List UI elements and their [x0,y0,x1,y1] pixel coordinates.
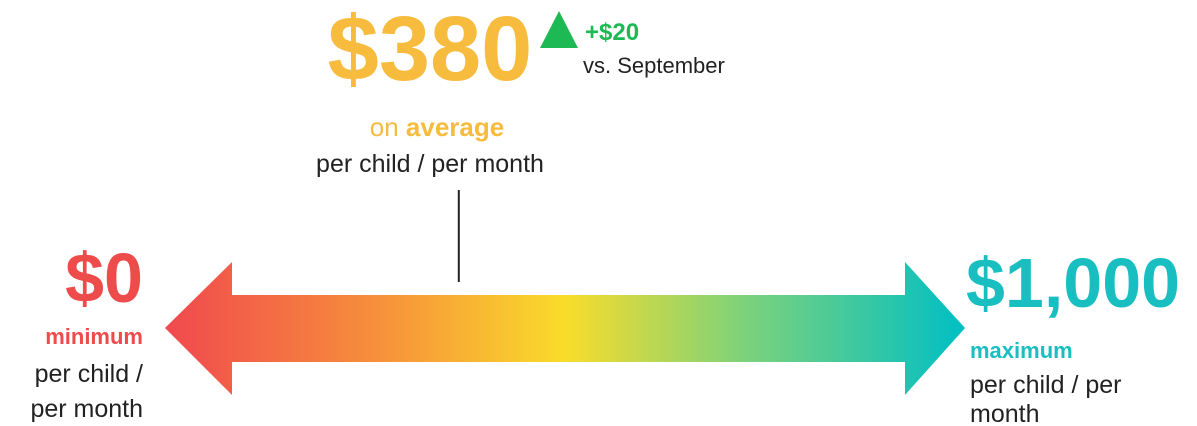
max-caption: maximum [970,338,1073,363]
average-unit: per child / per month [316,150,544,178]
min-value: $0 [65,239,143,317]
average-value: $380 [328,0,533,100]
min-unit: per month [30,395,143,423]
average-caption: on average [370,112,504,142]
max-unit: per child / per [970,371,1121,399]
caption-word: average [406,112,504,142]
max-unit: month [970,400,1039,426]
range-arrow [165,262,965,395]
max-value: $1,000 [966,244,1180,322]
caption-prefix: on [370,112,399,142]
change-note: vs. September [583,53,725,78]
change-indicator [540,11,578,48]
min-unit: per child / [35,360,143,388]
min-caption: minimum [45,324,143,349]
change-label: +$20 [585,19,639,46]
